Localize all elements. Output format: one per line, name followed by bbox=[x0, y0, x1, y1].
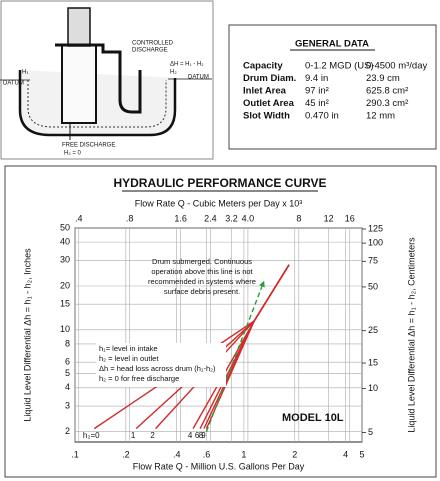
y2-tick-label: 100 bbox=[368, 237, 383, 247]
drum bbox=[61, 44, 97, 124]
x2-tick-label: 16 bbox=[345, 213, 355, 223]
diagram-label: H₁ bbox=[22, 70, 28, 76]
water bbox=[27, 80, 167, 128]
x2-tick-label: 3.2 bbox=[225, 213, 238, 223]
annotation: Drum submerged. Continuous bbox=[152, 257, 252, 266]
x2-tick-label: 4.0 bbox=[242, 213, 255, 223]
curve bbox=[205, 264, 290, 429]
data-value: 290.3 cm² bbox=[366, 98, 408, 109]
x-tick-label: 2 bbox=[292, 449, 297, 459]
x-tick-label: .2 bbox=[122, 449, 130, 459]
x-tick-label: 5 bbox=[359, 449, 364, 459]
curve bbox=[205, 280, 265, 432]
y2-tick-label: 25 bbox=[368, 325, 378, 335]
y2-tick-label: 10 bbox=[368, 383, 378, 393]
y2-tick-label: 50 bbox=[368, 281, 378, 291]
data-label: Outlet Area bbox=[243, 98, 295, 109]
x-tick-label: .1 bbox=[71, 449, 79, 459]
diagram-label: DATUM bbox=[188, 75, 209, 81]
y-tick-label: 30 bbox=[60, 255, 70, 265]
y2-tick-label: 5 bbox=[368, 427, 373, 437]
y-tick-label: 5 bbox=[65, 368, 70, 378]
curve-label: 6 bbox=[195, 431, 200, 440]
data-value: 0-1.2 MGD (US) bbox=[305, 61, 374, 72]
x-axis-title: Flow Rate Q - Million U.S. Gallons Per D… bbox=[133, 461, 305, 471]
general-data: GENERAL DATA bbox=[228, 24, 437, 150]
y-tick-label: 50 bbox=[60, 222, 70, 232]
diagram-label: DISCHARGE bbox=[132, 48, 168, 54]
x2-tick-label: .8 bbox=[126, 213, 134, 223]
diagram-label: CONTROLLED bbox=[132, 41, 174, 47]
diagram-label: H₂ = 0 bbox=[64, 151, 82, 157]
x2-tick-label: 12 bbox=[324, 213, 334, 223]
y-tick-label: 40 bbox=[60, 236, 70, 246]
diagram-label: ΔH = H₁ - H₂ bbox=[170, 62, 204, 68]
data-value: 0.470 in bbox=[305, 111, 339, 122]
model-label: MODEL 10L bbox=[282, 412, 344, 424]
diagram-label: H₂ bbox=[170, 70, 177, 76]
key-line: h₂ = 0 for free discharge bbox=[99, 374, 179, 383]
key-line: h₂ = level in outlet bbox=[99, 354, 159, 363]
curve-label: h₂=0 bbox=[83, 431, 100, 440]
curve-label: 2 bbox=[150, 431, 155, 440]
y2-tick-label: 15 bbox=[368, 357, 378, 367]
general-data-frame bbox=[228, 24, 437, 150]
data-value: 9.4 in bbox=[305, 73, 328, 84]
x-tick-label: 4 bbox=[343, 449, 348, 459]
tank bbox=[18, 70, 177, 137]
curve-label: 1 bbox=[131, 431, 136, 440]
x2-axis-title: Flow Rate Q - Cubic Meters per Day x 10³ bbox=[135, 198, 303, 208]
y2-tick-label: 125 bbox=[368, 223, 383, 233]
x2-tick-label: 2.4 bbox=[204, 213, 217, 223]
diagram: CONTROLLED DISCHARGE ΔH = H₁ - H₂ H₂ DAT… bbox=[0, 0, 214, 160]
annotation: recommended in systems where bbox=[148, 277, 256, 286]
y2-axis-title: Liquid Level Differential Δh = h₁ - h₂, … bbox=[406, 237, 416, 433]
y-tick-label: 15 bbox=[60, 299, 70, 309]
y-tick-label: 2 bbox=[65, 426, 70, 436]
annotation: surface debris present. bbox=[164, 287, 240, 296]
y-tick-label: 10 bbox=[60, 324, 70, 334]
y-axis-title: Liquid Level Differential Δh = h₁ - h₂, … bbox=[22, 248, 32, 422]
outlet-pipe bbox=[55, 43, 142, 114]
data-value: 45 in² bbox=[305, 98, 329, 109]
x2-tick-label: .4 bbox=[75, 213, 83, 223]
general-data-title: GENERAL DATA bbox=[295, 39, 369, 50]
y-tick-label: 4 bbox=[65, 382, 70, 392]
data-label: Capacity bbox=[243, 61, 283, 72]
key-line: Δh = head loss across drum (h₁-h₂) bbox=[99, 364, 216, 373]
data-label: Drum Diam. bbox=[243, 73, 296, 84]
annotation: operation above this line is not bbox=[151, 267, 253, 276]
data-value: 0-4500 m³/day bbox=[366, 61, 428, 72]
data-value: 625.8 cm² bbox=[366, 86, 408, 97]
y2-tick-label: 75 bbox=[368, 256, 378, 266]
x-tick-label: .6 bbox=[203, 449, 211, 459]
x-tick-label: .4 bbox=[173, 449, 181, 459]
data-value: 23.9 cm bbox=[366, 73, 400, 84]
diagram-label: DATUM bbox=[3, 81, 24, 87]
x2-tick-label: 1.6 bbox=[174, 213, 187, 223]
x2-tick-label: 8 bbox=[296, 213, 301, 223]
data-value: 12 mm bbox=[366, 111, 395, 122]
x-tick-label: 1 bbox=[241, 449, 246, 459]
chart-title: HYDRAULIC PERFORMANCE CURVE bbox=[113, 176, 326, 190]
curve-label: 4 bbox=[188, 431, 193, 440]
spindle bbox=[67, 7, 91, 47]
curve-label: 9 bbox=[201, 431, 206, 440]
curve-label: 8 bbox=[199, 431, 204, 440]
y-tick-label: 3 bbox=[65, 400, 70, 410]
key-box bbox=[96, 343, 226, 387]
plot bbox=[74, 227, 366, 443]
diagram-label: FREE DISCHARGE bbox=[62, 143, 115, 149]
y-tick-label: 20 bbox=[60, 280, 70, 290]
data-label: Inlet Area bbox=[243, 86, 287, 97]
data-label: Slot Width bbox=[243, 111, 290, 122]
y-tick-label: 6 bbox=[65, 357, 70, 367]
key-line: h₁= level in intake bbox=[99, 344, 158, 353]
data-value: 97 in² bbox=[305, 86, 329, 97]
y-tick-label: 8 bbox=[65, 338, 70, 348]
